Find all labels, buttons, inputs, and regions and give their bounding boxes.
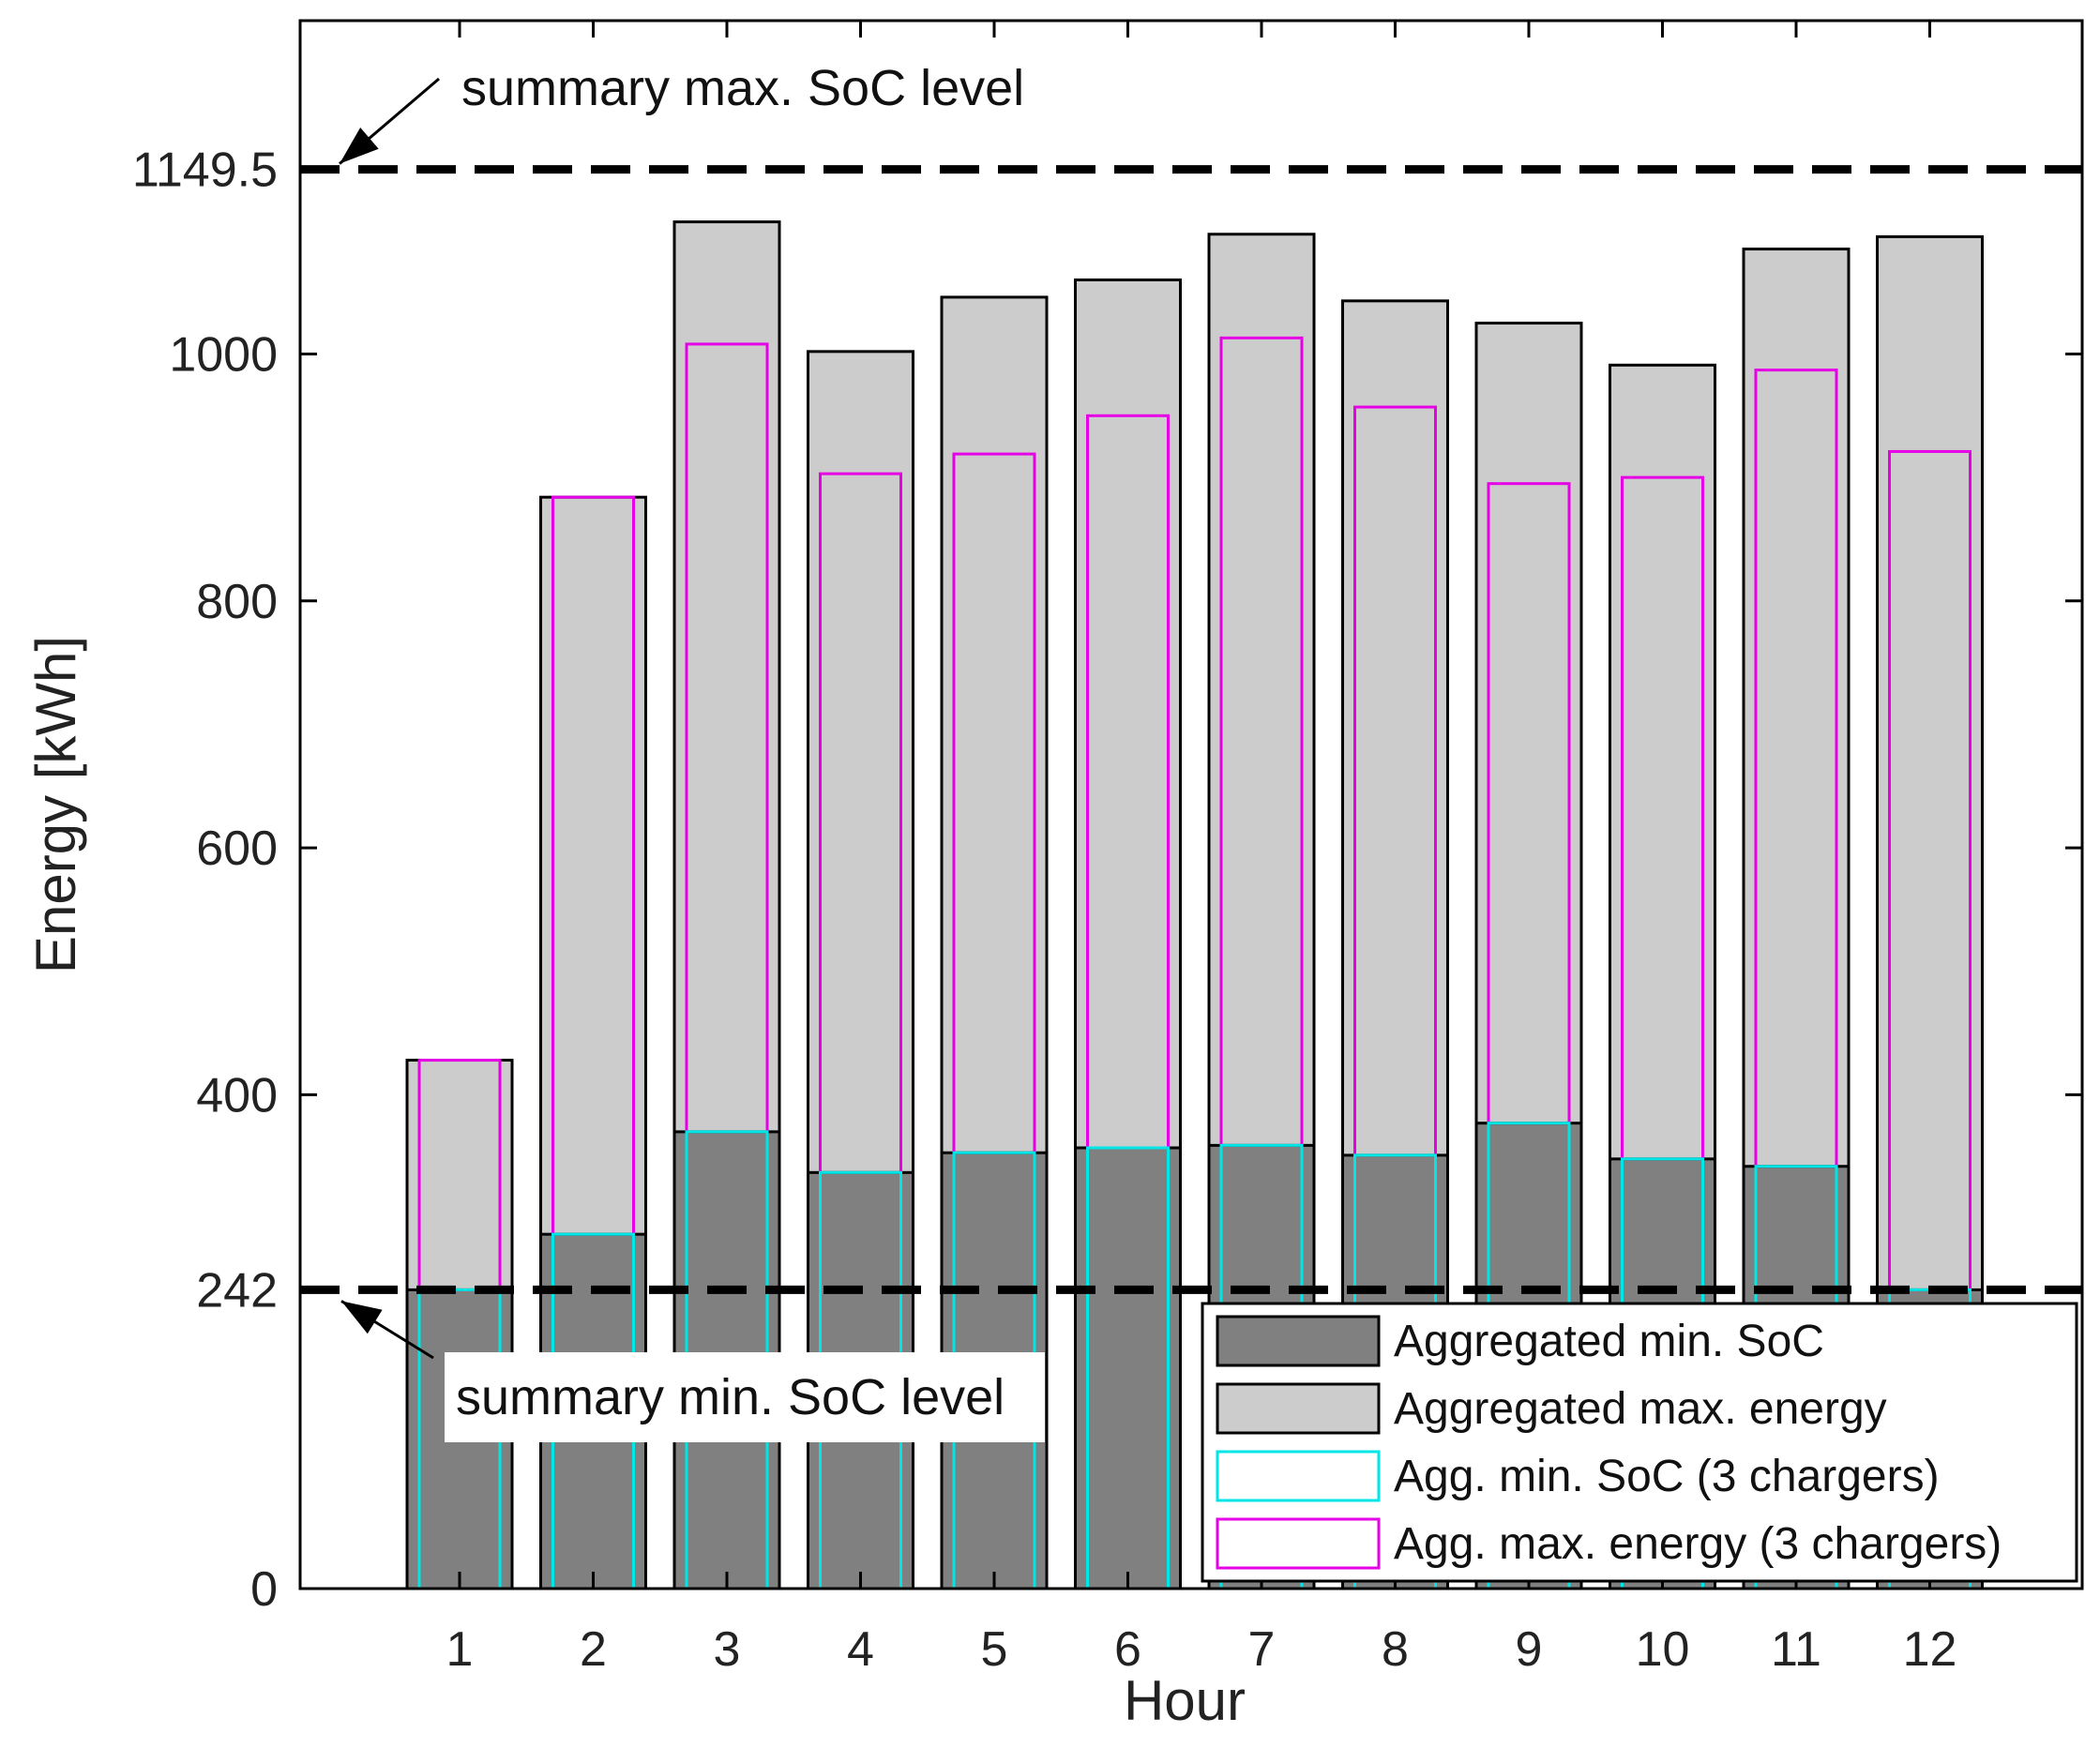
x-tick-label: 6 — [1114, 1622, 1141, 1677]
y-tick-label: 800 — [196, 575, 278, 629]
x-tick-label: 3 — [714, 1622, 741, 1677]
legend-swatch-max_energy — [1216, 1382, 1381, 1435]
y-axis-title: Energy [kWh] — [24, 636, 87, 973]
y-tick-label: 1149.5 — [132, 143, 278, 198]
y-tick-label: 0 — [250, 1562, 278, 1617]
max-soc-annotation: summary max. SoC level — [461, 60, 1024, 116]
x-tick-label: 9 — [1516, 1622, 1543, 1677]
y-tick-label: 400 — [196, 1068, 278, 1123]
legend-label-max_energy: Aggregated max. energy — [1394, 1384, 1887, 1434]
annotations: summary max. SoC level summary min. SoC l… — [339, 60, 1045, 1442]
max-soc-arrow-head — [340, 127, 379, 164]
x-tick-label: 7 — [1248, 1622, 1276, 1677]
x-tick-label: 1 — [446, 1622, 474, 1677]
x-tick-label: 4 — [847, 1622, 874, 1677]
legend-swatch-min_soc — [1216, 1315, 1381, 1367]
y-tick-label: 1000 — [169, 327, 278, 382]
reference-lines — [300, 165, 2082, 1294]
legend-swatch-max_energy_3 — [1216, 1517, 1381, 1570]
x-tick-label: 11 — [1771, 1622, 1821, 1677]
legend-swatch-min_soc_3 — [1216, 1450, 1381, 1502]
y-tick-label: 600 — [196, 821, 278, 876]
plot-frame — [298, 19, 2084, 1590]
x-axis-title: Hour — [1124, 1669, 1246, 1732]
x-tick-label: 10 — [1636, 1622, 1690, 1677]
legend-label-max_energy_3: Agg. max. energy (3 chargers) — [1394, 1519, 2002, 1569]
x-tick-label: 5 — [981, 1622, 1008, 1677]
x-tick-label: 12 — [1903, 1622, 1957, 1677]
y-tick-label: 242 — [196, 1263, 278, 1318]
min-soc-annotation-box — [445, 1352, 1045, 1442]
x-tick-label: 8 — [1382, 1622, 1409, 1677]
bar-min-soc-6 — [1074, 1146, 1182, 1590]
min-soc-arrow-head — [341, 1301, 383, 1334]
legend-label-min_soc_3: Agg. min. SoC (3 chargers) — [1394, 1452, 1940, 1501]
x-tick-label: 2 — [580, 1622, 607, 1677]
legend-label-min_soc: Aggregated min. SoC — [1394, 1317, 1824, 1366]
legend: Aggregated min. SoC Aggregated max. energ… — [1201, 1302, 2078, 1583]
min-soc-annotation: summary min. SoC level — [456, 1369, 1005, 1425]
